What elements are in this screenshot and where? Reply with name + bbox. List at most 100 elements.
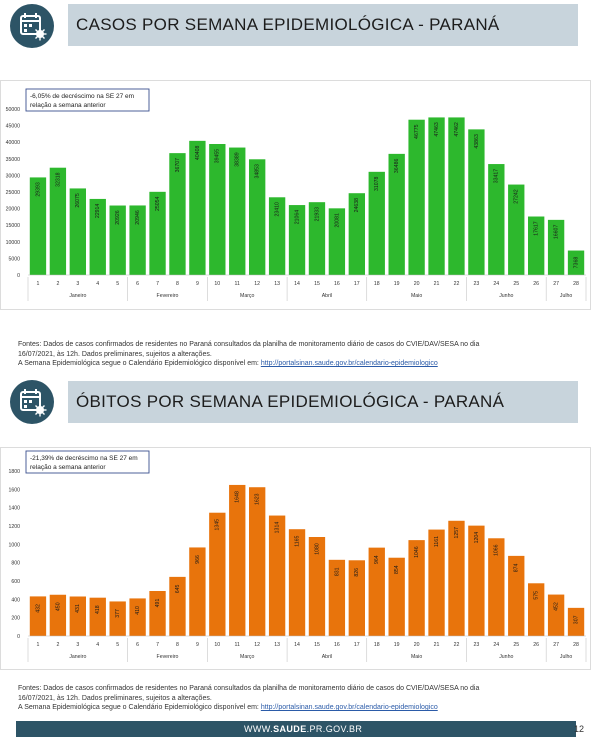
x-tick-label: 8 <box>176 281 179 287</box>
bar <box>328 208 346 275</box>
x-tick-label: 16 <box>334 281 340 287</box>
bar <box>368 171 385 275</box>
y-tick-label: 25000 <box>6 190 21 196</box>
deaths-calendar-link[interactable]: http://portalsinan.saude.gov.br/calendar… <box>260 704 438 711</box>
bar <box>508 555 525 636</box>
footer-url-prefix: WWW. <box>244 724 274 734</box>
bar <box>109 205 126 275</box>
y-tick-label: 20000 <box>6 207 21 213</box>
month-label: Abril <box>322 293 332 299</box>
chart-frame <box>0 447 591 670</box>
bar <box>348 193 365 275</box>
data-label: 1046 <box>414 546 420 558</box>
bar <box>189 140 206 275</box>
y-tick-label: 35000 <box>6 157 21 163</box>
x-tick-label: 24 <box>493 642 499 648</box>
cases-calendar-link[interactable]: http://portalsinan.saude.gov.br/calendar… <box>260 360 438 367</box>
x-tick-label: 13 <box>274 642 280 648</box>
x-tick-label: 21 <box>434 642 440 648</box>
bar <box>388 557 405 636</box>
bar <box>189 547 206 636</box>
data-label: 410 <box>135 606 141 615</box>
page-number: 12 <box>574 724 585 734</box>
bar <box>547 219 565 275</box>
x-tick-label: 1 <box>37 281 40 287</box>
x-tick-label: 12 <box>254 281 260 287</box>
data-label: 491 <box>155 599 161 608</box>
data-label: 431 <box>75 604 81 613</box>
data-label: 21933 <box>314 207 320 222</box>
month-label: Maio <box>411 654 422 660</box>
bar <box>89 198 106 275</box>
bar <box>49 167 67 275</box>
y-tick-label: 0 <box>17 634 20 640</box>
data-label: 20926 <box>115 210 121 225</box>
x-tick-label: 4 <box>96 281 99 287</box>
y-tick-label: 1600 <box>8 487 20 493</box>
data-label: 40408 <box>195 146 201 161</box>
x-tick-label: 22 <box>454 281 460 287</box>
bar <box>308 537 326 636</box>
x-tick-label: 2 <box>56 281 59 287</box>
annotation-text: relação a semana anterior <box>30 464 106 471</box>
bar <box>408 119 425 275</box>
bar <box>229 147 246 275</box>
bar <box>567 250 585 275</box>
y-tick-label: 45000 <box>6 124 21 130</box>
bar <box>29 177 47 275</box>
cases-title-band <box>68 4 578 46</box>
bar <box>468 129 485 275</box>
data-label: 24638 <box>354 198 360 213</box>
x-tick-label: 6 <box>136 642 139 648</box>
month-label: Junho <box>499 654 513 660</box>
data-label: 21064 <box>294 210 300 225</box>
bar <box>448 117 465 275</box>
x-tick-label: 15 <box>314 642 320 648</box>
bar <box>268 515 286 636</box>
data-label: 31078 <box>374 176 380 191</box>
x-tick-label: 6 <box>136 281 139 287</box>
data-label: 46775 <box>414 124 420 139</box>
data-label: 307 <box>573 615 579 624</box>
x-tick-label: 19 <box>394 281 400 287</box>
bar <box>169 153 186 275</box>
bar <box>328 559 346 636</box>
x-tick-label: 27 <box>553 642 559 648</box>
x-tick-label: 14 <box>294 642 300 648</box>
data-label: 831 <box>334 567 340 576</box>
x-tick-label: 3 <box>76 642 79 648</box>
data-label: 32318 <box>55 172 61 187</box>
x-tick-label: 12 <box>254 642 260 648</box>
data-label: 1161 <box>434 536 440 547</box>
bar <box>129 598 146 636</box>
month-label: Janeiro <box>69 293 86 299</box>
month-label: Maio <box>411 293 422 299</box>
deaths-bar-chart: -21,39% de decréscimo na SE 27 em relação… <box>0 447 591 670</box>
x-tick-label: 17 <box>354 642 360 648</box>
x-tick-label: 9 <box>196 281 199 287</box>
cases-source-note: Fontes: Dados de casos confirmados de re… <box>18 340 479 369</box>
x-tick-label: 5 <box>116 642 119 648</box>
data-label: 1204 <box>474 532 480 544</box>
calendar-virus-icon <box>10 4 54 48</box>
data-label: 34853 <box>255 164 261 179</box>
bar <box>288 529 306 636</box>
bar <box>29 596 47 636</box>
data-label: 29393 <box>35 182 41 197</box>
bar <box>89 597 106 636</box>
month-label: Março <box>240 293 255 299</box>
data-label: 418 <box>95 605 101 614</box>
cases-note-line-2: 16/07/2021, às 12h. Dados preliminares, … <box>18 350 212 358</box>
month-label: Fevereiro <box>157 293 179 299</box>
y-tick-label: 800 <box>11 561 20 567</box>
footer-website[interactable]: WWW.SAUDE.PR.GOV.BR <box>244 724 362 734</box>
y-tick-label: 50000 <box>6 107 21 113</box>
data-label: 26075 <box>75 193 81 208</box>
deaths-note-line-3-text: A Semana Epidemiológica segue o Calendár… <box>18 704 261 711</box>
bar <box>288 205 306 275</box>
x-tick-label: 8 <box>176 642 179 648</box>
x-tick-label: 9 <box>196 642 199 648</box>
x-tick-label: 10 <box>214 642 220 648</box>
x-tick-label: 7 <box>156 642 159 648</box>
cases-title: CASOS POR SEMANA EPIDEMIOLÓGICA - PARANÁ <box>76 15 500 34</box>
